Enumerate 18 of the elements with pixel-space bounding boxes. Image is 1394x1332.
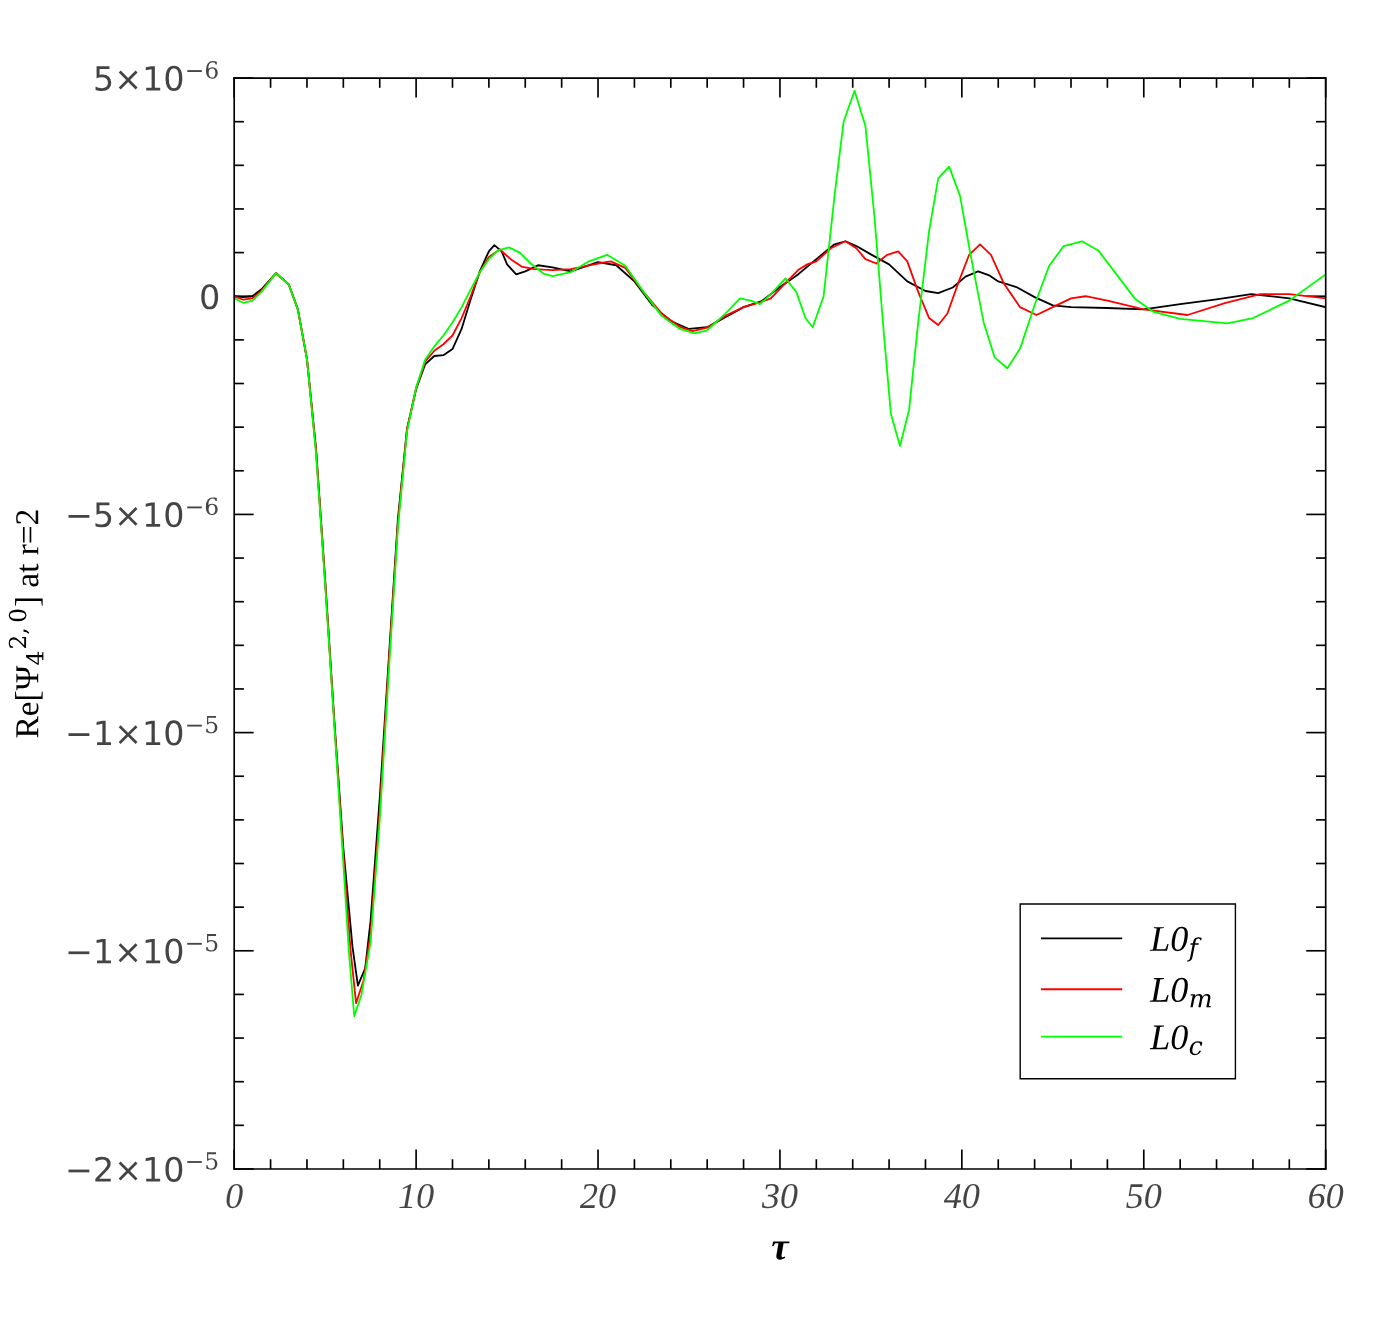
x-tick-label: 40: [943, 1183, 980, 1209]
y-tick-label: −1×10$^{−5}$: [68, 715, 218, 746]
x-tick-label: 50: [1126, 1183, 1162, 1209]
y-axis-title: Re[Ψ$_{4}$$^{2,0}$] at r=2: [8, 510, 44, 738]
legend-label: L0$_{f}$: [1149, 926, 1202, 962]
y-tick-label: 0: [201, 284, 219, 310]
x-tick-label: 10: [399, 1183, 434, 1209]
y-tick-label: −2×10$^{−5}$: [68, 1152, 218, 1182]
x-tick-label: 30: [761, 1183, 798, 1209]
x-tick-label: 60: [1309, 1183, 1344, 1209]
legend-label: L0$_{m}$: [1149, 977, 1211, 1008]
y-tick-label: −1×10$^{−5}$: [68, 934, 218, 964]
y-tick-label: 5×10$^{−6}$: [95, 61, 218, 91]
x-tick-label: 0: [226, 1183, 243, 1209]
x-tick-label: 20: [579, 1183, 616, 1209]
legend-label: L0$_{c}$: [1149, 1025, 1203, 1056]
y-tick-label: −5×10$^{−6}$: [68, 497, 218, 528]
x-axis-title: τ: [772, 1241, 790, 1260]
